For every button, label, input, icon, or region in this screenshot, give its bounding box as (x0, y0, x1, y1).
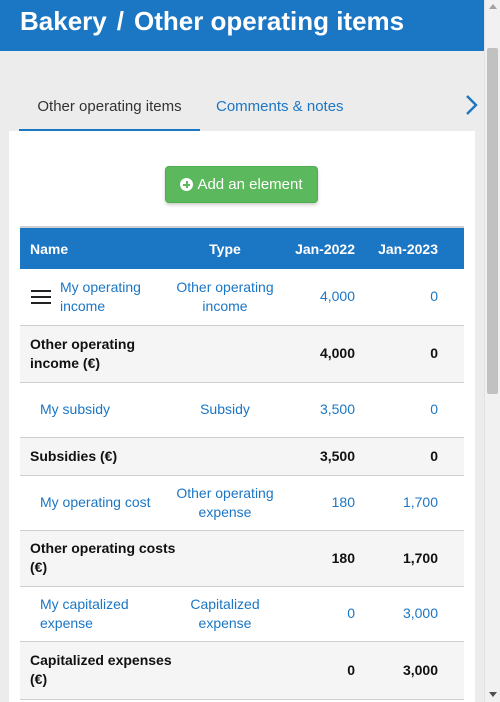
total-value-jan-2022: 180 (274, 530, 369, 587)
scroll-down-arrow-icon[interactable] (489, 692, 497, 697)
chevron-right-icon[interactable] (462, 93, 482, 117)
header-jan-2022: Jan-2022 (274, 226, 369, 269)
row-value-jan-2022[interactable]: 0 (274, 586, 369, 642)
row-type[interactable]: Other operating expense (176, 475, 274, 531)
total-name: Other operating costs (€) (20, 530, 176, 587)
total-name: Subsidies (€) (20, 437, 176, 476)
row-value-jan-2023[interactable]: 1,700 (369, 475, 464, 531)
breadcrumb-page: Other operating items (133, 6, 405, 36)
row-value-jan-2022[interactable]: 4,000 (274, 269, 369, 326)
total-row: Subsidies (€) 3,500 0 (20, 437, 464, 476)
total-type (176, 641, 274, 700)
row-value-jan-2022[interactable]: 3,500 (274, 382, 369, 438)
header-name: Name (20, 226, 176, 269)
row-name-cell[interactable]: My operating income (20, 269, 176, 326)
total-value-jan-2023: 1,700 (369, 530, 464, 587)
table-header-row: Name Type Jan-2022 Jan-2023 (20, 226, 464, 269)
page-title: Bakery / Other operating items (20, 6, 404, 37)
drag-handle-icon[interactable] (31, 289, 51, 304)
row-value-jan-2022[interactable]: 180 (274, 475, 369, 531)
table-row[interactable]: My subsidy Subsidy 3,500 0 (20, 382, 464, 438)
add-element-label: Add an element (197, 176, 303, 193)
total-type (176, 530, 274, 587)
row-type[interactable]: Subsidy (176, 382, 274, 438)
total-row: Other operating costs (€) 180 1,700 (20, 530, 464, 587)
total-value-jan-2022: 0 (274, 641, 369, 700)
scroll-thumb[interactable] (487, 48, 498, 394)
total-type (176, 437, 274, 476)
row-type[interactable]: Other operating income (176, 269, 274, 326)
total-name: Other operating income (€) (20, 325, 176, 383)
row-name[interactable]: My operating income (60, 278, 141, 314)
total-value-jan-2022: 3,500 (274, 437, 369, 476)
row-type[interactable]: Capitalized expense (176, 586, 274, 642)
header-jan-2023: Jan-2023 (369, 226, 464, 269)
tab-bar: Other operating items Comments & notes (0, 51, 484, 132)
total-value-jan-2023: 3,000 (369, 641, 464, 700)
add-element-button[interactable]: Add an element (165, 166, 318, 203)
total-value-jan-2023: 0 (369, 325, 464, 383)
row-value-jan-2023[interactable]: 0 (369, 382, 464, 438)
scroll-up-arrow-icon[interactable] (489, 4, 497, 9)
table-row[interactable]: My operating income Other operating inco… (20, 269, 464, 326)
total-value-jan-2022: 4,000 (274, 325, 369, 383)
tab-other-operating-items[interactable]: Other operating items (19, 98, 200, 132)
row-name[interactable]: My capitalized expense (20, 586, 176, 642)
items-table: Name Type Jan-2022 Jan-2023 My operating… (20, 226, 464, 700)
total-type (176, 325, 274, 383)
scrollbar[interactable] (484, 0, 500, 702)
tab-comments-notes[interactable]: Comments & notes (216, 98, 344, 115)
breadcrumb-company[interactable]: Bakery (20, 6, 107, 36)
breadcrumb-separator: / (116, 6, 124, 36)
total-row: Other operating income (€) 4,000 0 (20, 325, 464, 383)
row-name[interactable]: My subsidy (20, 382, 176, 438)
row-name[interactable]: My operating cost (20, 475, 176, 531)
table-row[interactable]: My operating cost Other operating expens… (20, 475, 464, 531)
total-name: Capitalized expenses (€) (20, 641, 176, 700)
app-header: Bakery / Other operating items (0, 0, 484, 51)
table-row[interactable]: My capitalized expense Capitalized expen… (20, 586, 464, 642)
total-value-jan-2023: 0 (369, 437, 464, 476)
row-value-jan-2023[interactable]: 0 (369, 269, 464, 326)
row-value-jan-2023[interactable]: 3,000 (369, 586, 464, 642)
total-row: Capitalized expenses (€) 0 3,000 (20, 641, 464, 700)
header-type: Type (176, 226, 274, 269)
plus-circle-icon (180, 178, 194, 191)
